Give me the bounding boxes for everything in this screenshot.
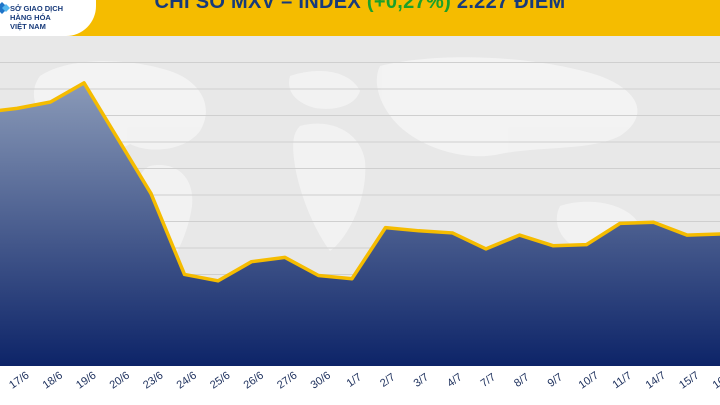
data-point-15/7 — [685, 233, 689, 237]
data-point-23/6 — [149, 192, 153, 196]
logo-text: SỞ GIAO DỊCH HÀNG HÓA VIỆT NAM — [10, 4, 63, 31]
x-tick-label: 17/6 — [7, 369, 31, 391]
data-points — [15, 81, 720, 283]
data-point-14/7 — [652, 220, 655, 224]
title-change: (+0,27%) — [366, 0, 452, 13]
data-point-18/6 — [49, 100, 52, 104]
logo-line-1: SỞ GIAO DỊCH — [10, 4, 64, 13]
exchange-logo-icon — [0, 2, 10, 14]
data-point-9/7 — [551, 244, 555, 248]
x-tick-label: 14/7 — [644, 369, 668, 391]
series-line — [0, 81, 720, 283]
x-tick-label: 25/6 — [208, 369, 232, 391]
chart-title: CHỈ SỐ MXV – INDEX (+0,27%) 2.227 ĐIỂM — [0, 0, 720, 14]
x-tick-label: 23/6 — [141, 369, 165, 391]
data-point-30/6 — [317, 274, 320, 278]
x-tick-label: 18/6 — [41, 369, 65, 391]
data-point-10/7 — [585, 243, 588, 247]
data-point-17/6 — [15, 106, 19, 110]
x-tick-label: 2/7 — [378, 371, 397, 390]
data-point-4/7 — [451, 231, 454, 235]
header-bar: CHỈ SỐ MXV – INDEX (+0,27%) 2.227 ĐIỂM — [0, 0, 720, 36]
data-point-20/6 — [116, 136, 119, 140]
logo: SỞ GIAO DỊCH HÀNG HÓA VIỆT NAM — [0, 0, 96, 36]
x-tick-label: 16/7 — [711, 369, 720, 391]
x-tick-label: 30/6 — [309, 369, 333, 391]
x-tick-label: 15/7 — [677, 369, 701, 391]
data-point-8/7 — [518, 233, 521, 237]
data-point-11/7 — [618, 221, 622, 225]
data-point-1/7 — [350, 277, 354, 281]
area-fill — [0, 82, 720, 366]
x-axis-labels: 17/6 18/6 19/6 20/6 23/6 24/6 25/6 26/6 27/6 30/6… — [7, 369, 720, 391]
x-tick-label: 26/6 — [242, 369, 266, 391]
x-tick-label: 8/7 — [512, 371, 531, 390]
x-tick-label: 9/7 — [546, 371, 565, 390]
x-tick-label: 27/6 — [275, 369, 299, 391]
data-point-26/6 — [250, 260, 253, 264]
x-tick-label: 19/6 — [74, 369, 98, 391]
data-point-3/7 — [417, 229, 421, 233]
x-tick-label: 4/7 — [445, 371, 464, 390]
chart-area: 17/6 18/6 19/6 20/6 23/6 24/6 25/6 26/6 27/6 30/6… — [0, 36, 720, 392]
logo-line-3: VIỆT NAM — [10, 22, 46, 31]
world-map-watermark — [33, 57, 640, 281]
title-main: CHỈ SỐ MXV – INDEX — [154, 0, 362, 13]
data-point-2/7 — [384, 226, 387, 230]
x-tick-label: 24/6 — [175, 369, 199, 391]
title-value: 2.227 ĐIỂM — [456, 0, 566, 13]
logo-line-2: HÀNG HÓA — [10, 13, 51, 22]
x-tick-label: 11/7 — [610, 370, 634, 392]
data-point-25/6 — [216, 279, 220, 283]
data-point-27/6 — [283, 255, 287, 259]
data-point-24/6 — [183, 272, 186, 276]
data-point-19/6 — [82, 81, 86, 85]
x-tick-label: 20/6 — [108, 369, 132, 391]
data-point-7/7 — [484, 247, 488, 251]
x-tick-label: 3/7 — [412, 371, 431, 390]
x-tick-label: 10/7 — [577, 369, 601, 391]
x-tick-label: 1/7 — [345, 371, 364, 390]
x-tick-label: 7/7 — [479, 371, 498, 390]
